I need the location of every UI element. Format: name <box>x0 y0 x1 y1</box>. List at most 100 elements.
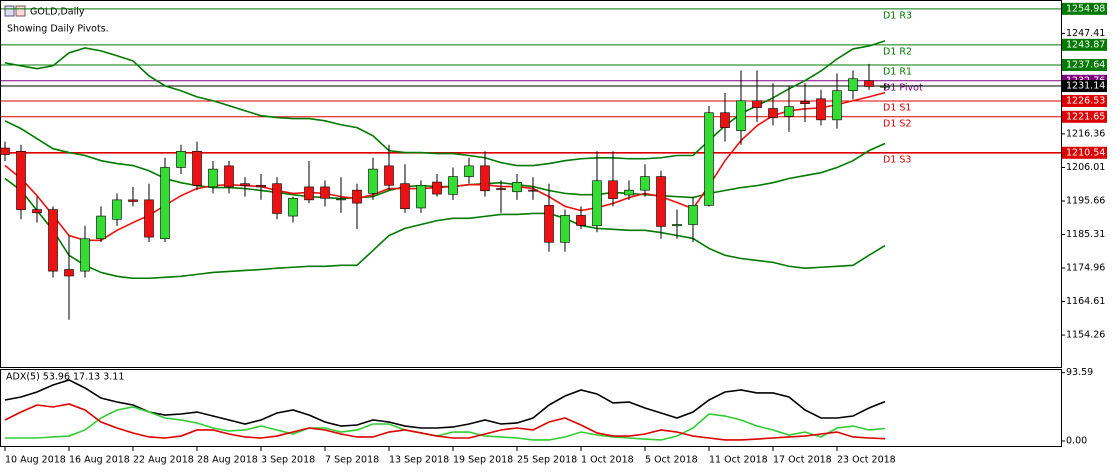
x-tick-label: 16 Aug 2018 <box>69 455 130 466</box>
adx-line <box>5 406 886 441</box>
candle-body <box>256 184 266 188</box>
candle-body <box>352 189 362 204</box>
x-tick-label: 3 Sep 2018 <box>261 455 315 466</box>
y-tick-label: 1174.96 <box>1066 263 1105 274</box>
y-tick-label: 1216.36 <box>1066 128 1105 139</box>
candle-body <box>496 188 506 190</box>
candle-body <box>816 98 826 121</box>
candle-body <box>368 168 378 194</box>
candle-body <box>192 150 202 186</box>
y-tick-label: 1164.61 <box>1066 296 1105 307</box>
x-tick-label: 19 Sep 2018 <box>453 455 513 466</box>
candle-body <box>800 101 810 104</box>
candle-body <box>688 205 698 225</box>
price-box-label: 1210.54 <box>1066 147 1105 158</box>
candle-body <box>240 183 250 186</box>
y-tick-label: 1195.66 <box>1066 195 1105 206</box>
price-box <box>1062 38 1107 51</box>
candle-body <box>416 184 426 209</box>
candle-body <box>80 238 90 272</box>
price-box-label: 1254.98 <box>1066 3 1105 14</box>
candle-body <box>704 112 714 206</box>
candle-body <box>224 165 234 188</box>
candle-body <box>672 224 682 227</box>
price-box <box>1062 59 1107 72</box>
candle-body <box>160 167 170 240</box>
candle-body <box>544 205 554 243</box>
price-box-label: 1221.65 <box>1066 111 1105 122</box>
x-tick-label: 10 Aug 2018 <box>5 455 66 466</box>
candle-body <box>432 181 442 195</box>
x-tick-label: 23 Oct 2018 <box>837 455 896 466</box>
candle-body <box>880 85 890 88</box>
x-tick-label: 17 Oct 2018 <box>773 455 832 466</box>
candle-body <box>272 183 282 214</box>
candle-body <box>144 199 154 238</box>
candle-body <box>864 80 874 87</box>
x-tick-label: 28 Aug 2018 <box>197 455 258 466</box>
adx-panel <box>0 369 1062 447</box>
candle-body <box>288 197 298 217</box>
pivot-label: D1 R1 <box>883 67 912 78</box>
pivot-label: D1 R2 <box>883 46 912 57</box>
y-tick-label: 0.00 <box>1066 436 1087 447</box>
price-box <box>1062 146 1107 159</box>
x-tick-label: 13 Sep 2018 <box>389 455 449 466</box>
y-tick-label: 1185.31 <box>1066 229 1105 240</box>
candle-body <box>32 209 42 214</box>
candle-body <box>336 198 346 201</box>
candle-body <box>528 189 538 192</box>
y-tick-label: 93.59 <box>1066 367 1093 378</box>
candle-body <box>736 100 746 131</box>
candle-body <box>592 180 602 227</box>
indicator-line <box>4 177 886 280</box>
main-panel <box>0 0 1062 368</box>
candle-body <box>384 165 394 186</box>
candle-body <box>624 189 634 196</box>
pivot-label: D1 Pivot <box>883 82 923 93</box>
x-tick-label: 5 Oct 2018 <box>645 455 698 466</box>
candle-body <box>448 176 458 195</box>
candle-body <box>576 215 586 226</box>
candle-body <box>480 165 490 192</box>
x-tick-label: 1 Oct 2018 <box>581 455 634 466</box>
candle-body <box>768 108 778 118</box>
current-price-label: 1231.14 <box>1066 81 1105 92</box>
candle-body <box>400 183 410 209</box>
pivot-label: D1 R3 <box>883 10 912 21</box>
symbol-icon <box>4 5 26 17</box>
x-tick-label: 7 Sep 2018 <box>325 455 379 466</box>
adx-line <box>4 403 886 441</box>
candle-body <box>640 176 650 191</box>
pivot-label: D1 S1 <box>883 102 911 113</box>
price-box-label: 1226.53 <box>1066 95 1105 106</box>
pivot-label: D1 S2 <box>883 118 911 129</box>
candle-body <box>320 186 330 199</box>
candle-body <box>752 100 762 108</box>
price-box <box>1062 110 1107 123</box>
candle-body <box>784 106 794 117</box>
candle-body <box>608 180 618 199</box>
y-tick-label: 1247.41 <box>1066 28 1105 39</box>
candle-body <box>128 199 138 202</box>
candle-body <box>64 269 74 277</box>
chart-title: GOLD,Daily <box>30 7 85 18</box>
candle-body <box>656 176 666 227</box>
adx-title: ADX(5) 53.96 17.13 3.11 <box>6 372 124 383</box>
price-box <box>1062 94 1107 107</box>
candle-body <box>720 112 730 128</box>
candle-body <box>304 186 314 201</box>
candle-body <box>512 182 522 193</box>
pivot-label: D1 S3 <box>883 154 911 165</box>
candle-body <box>560 215 570 243</box>
price-box-label: 1237.64 <box>1066 60 1105 71</box>
candle-body <box>208 168 218 188</box>
x-tick-label: 22 Aug 2018 <box>133 455 194 466</box>
candle-body <box>464 165 474 177</box>
price-box <box>1062 2 1107 15</box>
y-tick-label: 1154.26 <box>1066 330 1105 341</box>
candle-body <box>848 78 858 92</box>
candle-body <box>832 90 842 121</box>
chart-subtitle: Showing Daily Pivots. <box>7 24 109 35</box>
